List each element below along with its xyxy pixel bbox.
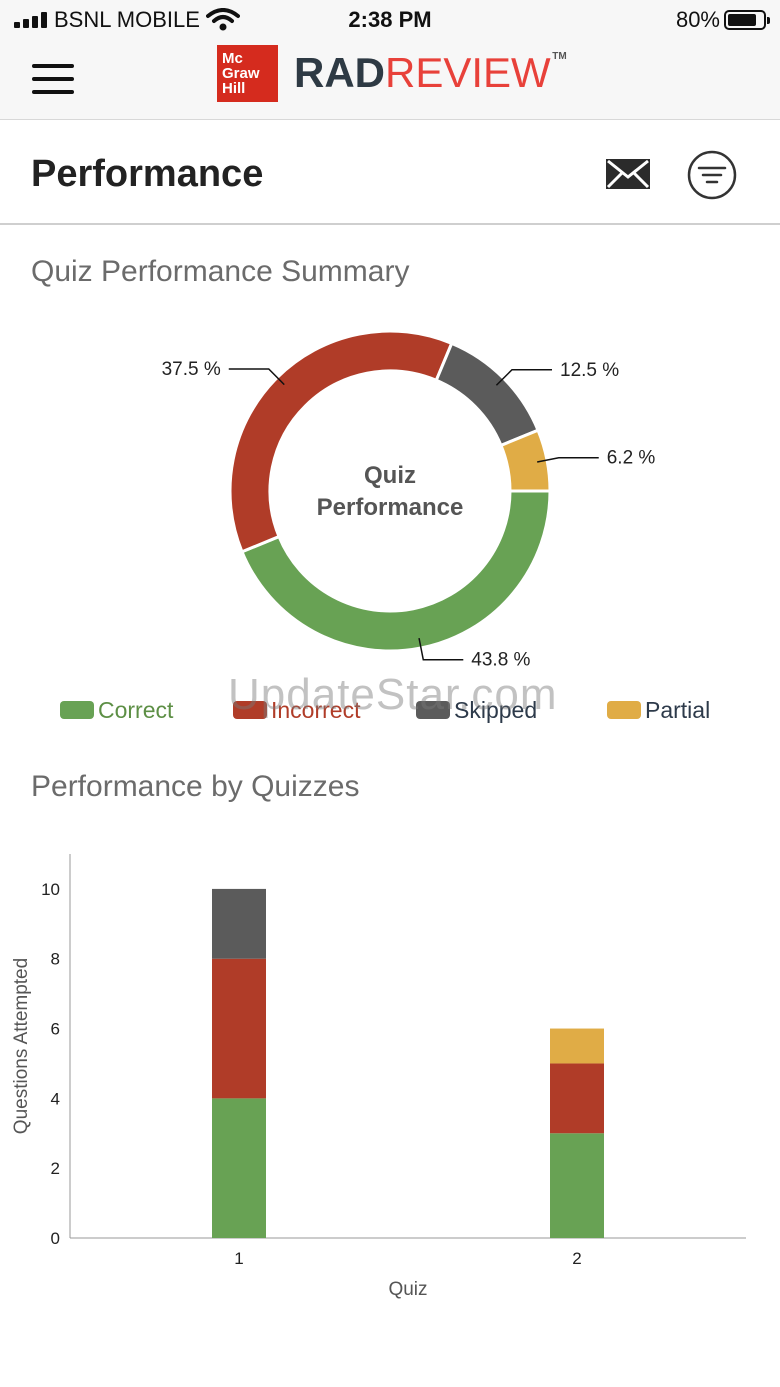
y-tick-label: 2 (51, 1159, 60, 1178)
legend-item-correct[interactable]: Correct (60, 692, 173, 728)
clock: 2:38 PM (348, 7, 432, 32)
filter-icon[interactable] (686, 149, 738, 201)
legend-swatch-correct (60, 701, 94, 719)
wifi-icon (206, 8, 240, 31)
trademark: TM (552, 51, 567, 62)
signal-icon (14, 12, 48, 28)
bar-segment-incorrect[interactable] (212, 958, 266, 1099)
app-header: Mc Graw Hill RADREVIEW TM (0, 40, 780, 120)
y-tick-label: 10 (41, 880, 60, 899)
donut-label-partial: 6.2 % (607, 448, 656, 469)
page-header: Performance (0, 121, 780, 225)
legend-swatch-incorrect (233, 701, 267, 719)
legend-label-skipped: Skipped (454, 696, 538, 723)
x-tick-label: 2 (572, 1249, 581, 1268)
donut-label-incorrect: 37.5 % (162, 359, 221, 380)
legend-swatch-skipped (416, 701, 450, 719)
quiz-summary-donut-chart: 43.8 % 37.5 % 12.5 % 6.2 % (162, 329, 656, 671)
status-bar: BSNL MOBILE 2:38 PM 80% (0, 0, 780, 40)
by-quizzes-section-title: Performance by Quizzes (31, 770, 360, 803)
bar-segment-correct[interactable] (212, 1098, 266, 1238)
donut-label-skipped: 12.5 % (560, 360, 619, 381)
logo-line: Mc (222, 50, 243, 67)
carrier-name: BSNL MOBILE (54, 7, 200, 32)
x-tick-label: 1 (234, 1249, 243, 1268)
radreview-logo: RADREVIEW TM (294, 49, 567, 97)
donut-label-correct: 43.8 % (471, 650, 530, 671)
hamburger-menu-icon[interactable] (32, 62, 74, 96)
legend-label-partial: Partial (645, 696, 711, 723)
y-tick-label: 4 (51, 1089, 60, 1108)
legend-item-incorrect[interactable]: Incorrect (233, 692, 360, 728)
legend-swatch-partial (607, 701, 641, 719)
donut-leader-line (418, 638, 464, 661)
logo-line: Graw (222, 65, 260, 82)
legend-label-correct: Correct (98, 696, 174, 723)
page-title: Performance (31, 153, 264, 195)
y-tick-label: 8 (51, 950, 60, 969)
mail-icon[interactable] (604, 157, 652, 191)
legend-label-incorrect: Incorrect (271, 696, 361, 723)
y-tick-label: 0 (51, 1229, 60, 1248)
bar-segment-partial[interactable] (550, 1028, 604, 1064)
bar-segment-skipped[interactable] (212, 888, 266, 959)
brand-review: REVIEW (385, 49, 551, 96)
donut-slice-correct[interactable] (240, 489, 552, 653)
chart-legend: Correct Incorrect Skipped Partial (0, 692, 780, 728)
donut-center-line1: Quiz (364, 462, 416, 489)
donut-slice-incorrect[interactable] (228, 329, 454, 554)
watermark: UpdateStar.com (228, 670, 558, 719)
donut-center-line2: Performance (316, 494, 464, 521)
bar-segment-incorrect[interactable] (550, 1063, 604, 1134)
summary-section-title: Quiz Performance Summary (31, 255, 410, 288)
brand-rad: RAD (294, 49, 385, 96)
legend-item-partial[interactable]: Partial (607, 692, 710, 728)
logo-line: Hill (222, 80, 246, 97)
donut-leader-line (495, 369, 553, 386)
y-tick-label: 6 (51, 1020, 60, 1039)
bar-segment-correct[interactable] (550, 1133, 604, 1238)
y-axis-label: Questions Attempted (11, 958, 32, 1134)
donut-slice-partial[interactable] (499, 428, 552, 493)
donut-leader-line (228, 368, 285, 386)
performance-by-quizzes-bar-chart: 0 2 4 6 8 10 Questions Attempted Quiz 1 2 (11, 854, 746, 1300)
donut-leader-line (537, 456, 599, 463)
mcgraw-hill-logo: Mc Graw Hill (217, 45, 278, 102)
battery-icon (724, 10, 770, 30)
legend-item-skipped[interactable]: Skipped (416, 692, 537, 728)
x-axis-label: Quiz (388, 1279, 427, 1300)
battery-percent: 80% (675, 7, 720, 32)
donut-slice-skipped[interactable] (434, 341, 540, 448)
